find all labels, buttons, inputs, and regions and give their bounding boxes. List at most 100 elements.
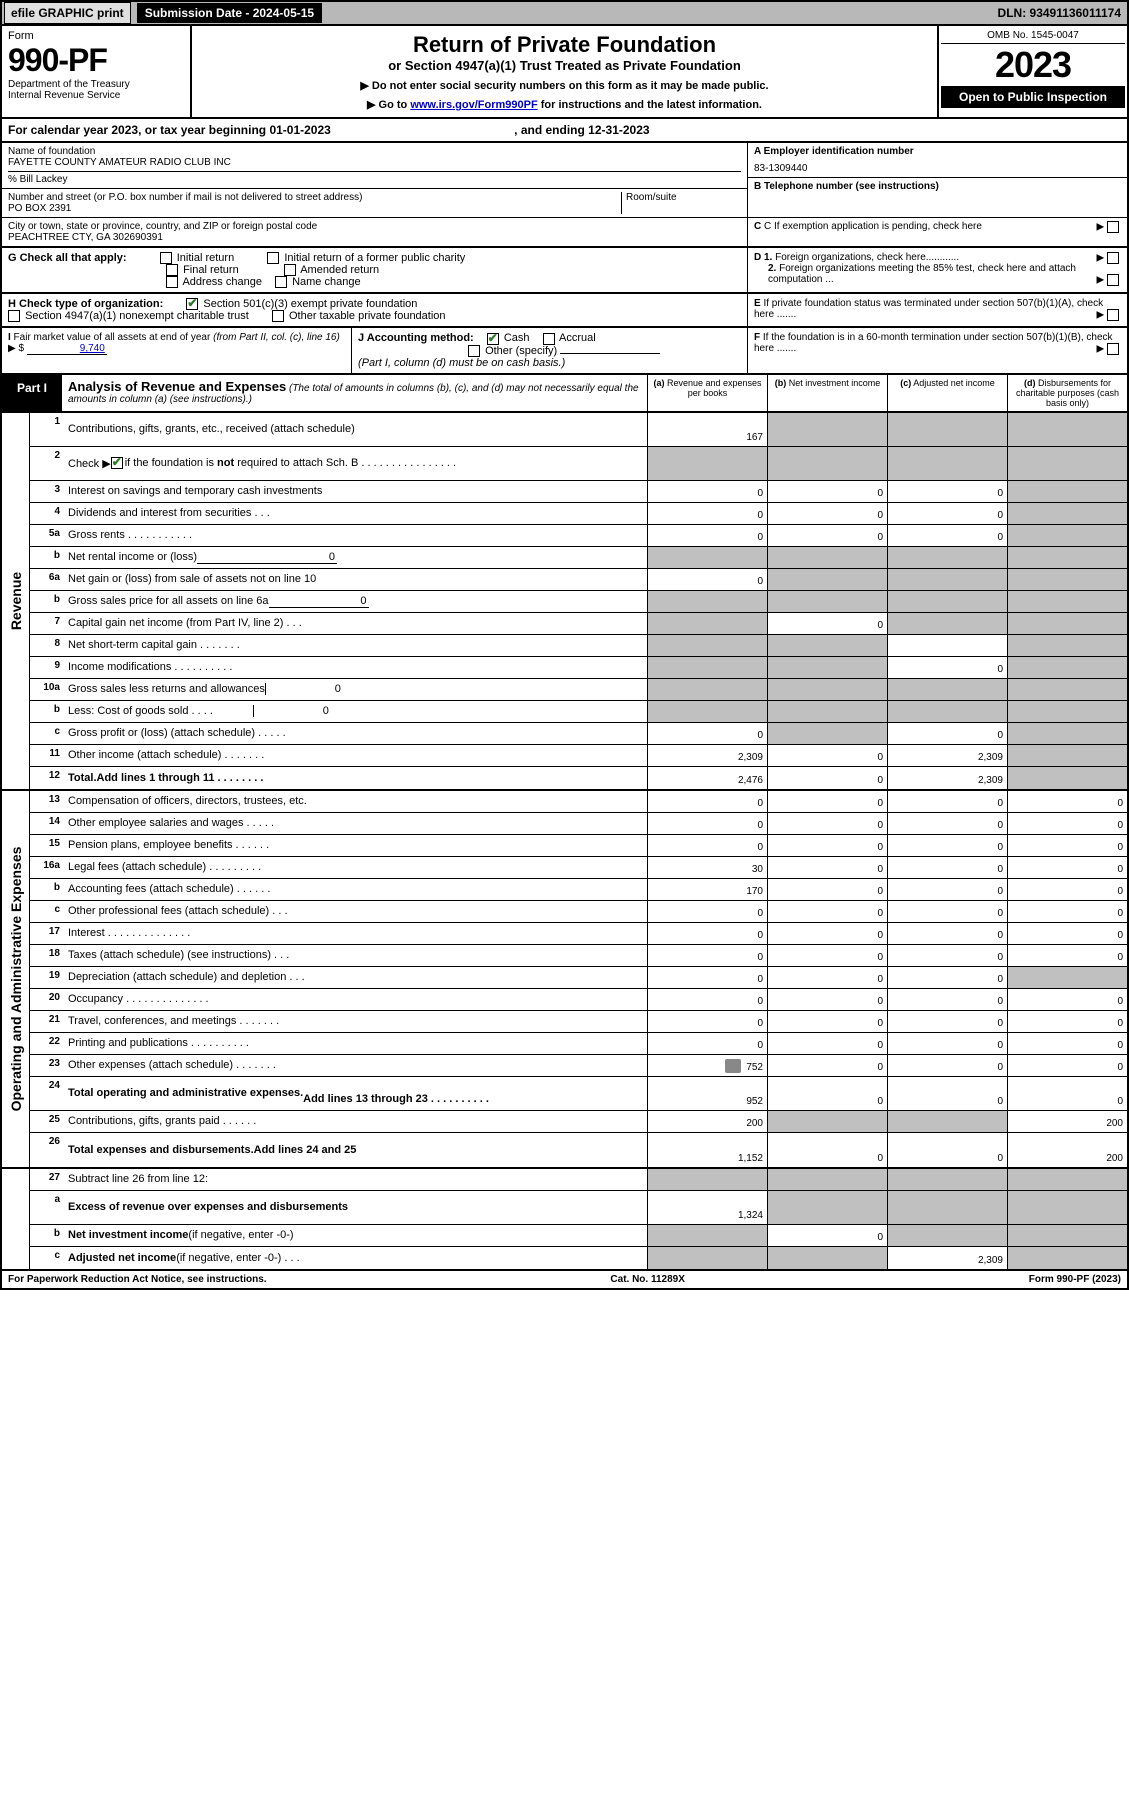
r5b-desc: Net rental income or (loss) 0 [64, 547, 647, 568]
r27-c [887, 1169, 1007, 1190]
checkbox-accrual[interactable] [543, 333, 555, 345]
other-specify-input[interactable] [560, 353, 660, 354]
tax-year: 2023 [941, 44, 1125, 86]
checkbox-c[interactable] [1107, 221, 1119, 233]
checkbox-initial[interactable] [160, 252, 172, 264]
col-a-head: (a) Revenue and expenses per books [647, 375, 767, 411]
checkbox-name-change[interactable] [275, 276, 287, 288]
r4-a: 0 [647, 503, 767, 524]
r2-b [767, 447, 887, 480]
note-post: for instructions and the latest informat… [538, 99, 762, 111]
r9-c: 0 [887, 657, 1007, 678]
r10b-d [1007, 701, 1127, 722]
r20-c: 0 [887, 989, 1007, 1010]
form-number: 990-PF [8, 42, 184, 79]
r27c-desc: Adjusted net income (if negative, enter … [64, 1247, 647, 1269]
checkbox-addr-change[interactable] [166, 276, 178, 288]
r22-a: 0 [647, 1033, 767, 1054]
efile-print-button[interactable]: efile GRAPHIC print [4, 2, 131, 24]
checkbox-initial-former[interactable] [267, 252, 279, 264]
fmv-link[interactable]: 9,740 [27, 343, 107, 355]
r10c-b [767, 723, 887, 744]
checkbox-cash[interactable] [487, 333, 499, 345]
r16a-d: 0 [1007, 857, 1127, 878]
r7-a [647, 613, 767, 634]
r6a-c [887, 569, 1007, 590]
r27-d [1007, 1169, 1127, 1190]
r18-d: 0 [1007, 945, 1127, 966]
r27a-desc: Excess of revenue over expenses and disb… [64, 1191, 647, 1224]
note-link: ▶ Go to www.irs.gov/Form990PF for instru… [198, 98, 931, 111]
submission-date: Submission Date - 2024-05-15 [137, 3, 322, 23]
r26-a: 1,152 [647, 1133, 767, 1167]
r1-a: 167 [647, 413, 767, 446]
g-name: Name change [292, 276, 361, 288]
r21-a: 0 [647, 1011, 767, 1032]
r6a-a: 0 [647, 569, 767, 590]
checkbox-4947[interactable] [8, 310, 20, 322]
r23-d: 0 [1007, 1055, 1127, 1076]
checkbox-d2[interactable] [1107, 274, 1119, 286]
revenue-sidebar: Revenue [2, 413, 30, 789]
r20-num: 20 [30, 989, 64, 1010]
form-header: Form 990-PF Department of the Treasury I… [0, 26, 1129, 119]
r26-c: 0 [887, 1133, 1007, 1167]
city-cell: City or town, state or province, country… [2, 218, 747, 246]
r10a-desc: Gross sales less returns and allowances … [64, 679, 647, 700]
r13-c: 0 [887, 791, 1007, 812]
checkbox-501c3[interactable] [186, 298, 198, 310]
dept-line-1: Department of the Treasury [8, 79, 184, 90]
r22-desc: Printing and publications . . . . . . . … [64, 1033, 647, 1054]
dept-line-2: Internal Revenue Service [8, 90, 184, 101]
part1-desc: Analysis of Revenue and Expenses (The to… [62, 375, 647, 411]
col-b-text: Net investment income [789, 378, 881, 388]
r10c-d [1007, 723, 1127, 744]
r24-c: 0 [887, 1077, 1007, 1110]
irs-link[interactable]: www.irs.gov/Form990PF [410, 99, 537, 111]
col-c-head: (c) Adjusted net income [887, 375, 1007, 411]
checkbox-e[interactable] [1107, 309, 1119, 321]
r20-d: 0 [1007, 989, 1127, 1010]
r10c-a: 0 [647, 723, 767, 744]
r24-num: 24 [30, 1077, 64, 1110]
checkbox-d1[interactable] [1107, 252, 1119, 264]
checkbox-f[interactable] [1107, 343, 1119, 355]
form-title: Return of Private Foundation [198, 32, 931, 58]
r16b-desc: Accounting fees (attach schedule) . . . … [64, 879, 647, 900]
r16a-b: 0 [767, 857, 887, 878]
r10a-d [1007, 679, 1127, 700]
calendar-year-row: For calendar year 2023, or tax year begi… [0, 119, 1129, 143]
g-final: Final return [183, 264, 239, 276]
expenses-table: Operating and Administrative Expenses 13… [0, 791, 1129, 1169]
r19-num: 19 [30, 967, 64, 988]
note-ssn: ▶ Do not enter social security numbers o… [198, 79, 931, 92]
r10b-desc: Less: Cost of goods sold . . . . 0 [64, 701, 647, 722]
r6a-num: 6a [30, 569, 64, 590]
r27b-c [887, 1225, 1007, 1246]
r1-desc: Contributions, gifts, grants, etc., rece… [64, 413, 647, 446]
r27a-d [1007, 1191, 1127, 1224]
checkbox-final[interactable] [166, 264, 178, 276]
city: PEACHTREE CTY, GA 302690391 [8, 232, 741, 243]
r14-a: 0 [647, 813, 767, 834]
checkbox-other-method[interactable] [468, 345, 480, 357]
r16c-desc: Other professional fees (attach schedule… [64, 901, 647, 922]
r15-c: 0 [887, 835, 1007, 856]
attachment-icon[interactable] [725, 1059, 741, 1073]
r16b-d: 0 [1007, 879, 1127, 900]
r26-num: 26 [30, 1133, 64, 1167]
r10b-c [887, 701, 1007, 722]
checkbox-other-tax[interactable] [272, 310, 284, 322]
r27a-c [887, 1191, 1007, 1224]
r5b-a [647, 547, 767, 568]
checkbox-schb[interactable] [111, 457, 123, 469]
r3-c: 0 [887, 481, 1007, 502]
r20-desc: Occupancy . . . . . . . . . . . . . . [64, 989, 647, 1010]
r10b-val: 0 [253, 705, 333, 717]
r7-b: 0 [767, 613, 887, 634]
exemption-cell: C C If exemption application is pending,… [748, 218, 1127, 236]
ein-label: A Employer identification number [754, 146, 914, 157]
entity-block: Name of foundation FAYETTE COUNTY AMATEU… [0, 143, 1129, 248]
checkbox-amended[interactable] [284, 264, 296, 276]
h-c3: Section 501(c)(3) exempt private foundat… [203, 298, 417, 310]
